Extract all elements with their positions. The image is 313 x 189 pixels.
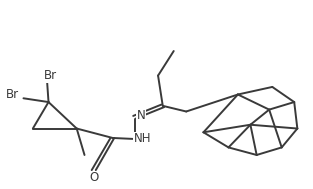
Text: N: N [136,109,145,122]
Text: Br: Br [6,88,19,101]
Text: O: O [89,171,99,184]
Text: NH: NH [134,132,151,145]
Text: Br: Br [44,69,57,82]
